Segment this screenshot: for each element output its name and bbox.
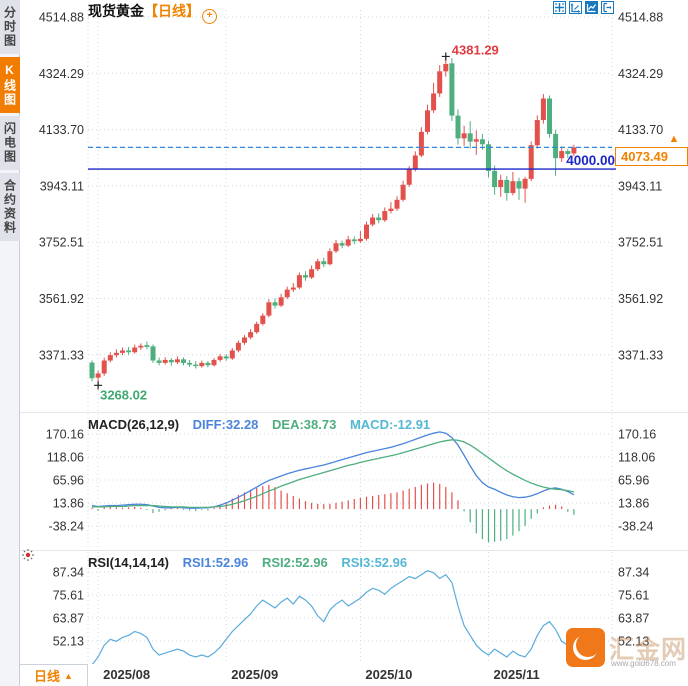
- support-line-label: 4000.00: [566, 153, 615, 168]
- last-price-badge: 4073.49: [615, 146, 688, 166]
- svg-text:4324.29: 4324.29: [39, 67, 84, 81]
- grid-layer: 87.34 87.34 75.61 75.61 63.87 63.87 52.13 52.13: [53, 552, 649, 666]
- svg-text:3752.51: 3752.51: [618, 236, 663, 250]
- period-selector[interactable]: 日线 ▲: [20, 664, 88, 686]
- period-selector-label: 日线: [34, 669, 61, 684]
- rsi-line: [91, 570, 575, 666]
- indicator-settings-icon[interactable]: [21, 548, 35, 562]
- svg-text:87.34: 87.34: [618, 566, 649, 580]
- chart-style-icon[interactable]: [585, 1, 598, 14]
- rsi1-value: RSI1:52.96: [182, 555, 249, 570]
- svg-text:63.87: 63.87: [618, 612, 649, 626]
- svg-text:87.34: 87.34: [53, 566, 84, 580]
- rsi-label: RSI(14,14,14): [88, 555, 169, 570]
- svg-text:3943.11: 3943.11: [40, 179, 84, 193]
- svg-text:3752.51: 3752.51: [39, 236, 84, 250]
- low-annotation: 3268.02: [94, 381, 147, 402]
- high-annotation: 4381.29: [441, 42, 499, 61]
- period-tag[interactable]: 【日线】: [144, 3, 200, 19]
- chart-title: 现货黄金【日线】 +: [88, 1, 217, 24]
- period-up-icon: ▲: [64, 670, 73, 681]
- candlestick-chart[interactable]: 4514.88 4514.88 4324.29 4324.29 4133.70 4133.…: [0, 10, 688, 412]
- sidebar-tab-1[interactable]: K线图: [0, 57, 20, 113]
- svg-text:-38.24: -38.24: [618, 520, 653, 534]
- panel-divider: [20, 412, 688, 413]
- svg-text:170.16: 170.16: [46, 428, 84, 442]
- grid-layer: 170.16 170.16 118.06 118.06 65.96 65.96 13.86 1…: [46, 414, 656, 550]
- candlestick-layer: [89, 56, 577, 386]
- macd-histogram: [91, 482, 575, 543]
- svg-text:3371.33: 3371.33: [618, 348, 663, 362]
- macd-chart[interactable]: 170.16 170.16 118.06 118.06 65.96 65.96 13.86 1…: [0, 414, 688, 550]
- svg-text:118.06: 118.06: [47, 451, 84, 465]
- svg-text:-38.24: -38.24: [49, 520, 84, 534]
- rsi-header: RSI(14,14,14) RSI1:52.96 RSI2:52.96 RSI3…: [88, 555, 407, 570]
- svg-text:52.13: 52.13: [53, 635, 84, 649]
- svg-text:4514.88: 4514.88: [618, 11, 663, 25]
- svg-text:13.86: 13.86: [618, 497, 649, 511]
- sidebar: 分时图 K线图闪电图合约资料: [0, 0, 20, 686]
- dea-line: [92, 439, 575, 509]
- axis-scale-icon[interactable]: [569, 1, 582, 14]
- svg-text:3561.92: 3561.92: [618, 292, 663, 306]
- symbol-name: 现货黄金: [88, 3, 144, 19]
- macd-hist-value: MACD:-12.91: [349, 417, 431, 432]
- svg-text:75.61: 75.61: [53, 589, 84, 603]
- svg-text:3943.11: 3943.11: [618, 179, 662, 193]
- svg-text:4514.88: 4514.88: [39, 11, 84, 25]
- svg-text:170.16: 170.16: [618, 428, 656, 442]
- svg-text:63.87: 63.87: [53, 612, 84, 626]
- crosshair-icon[interactable]: [553, 1, 566, 14]
- svg-text:75.61: 75.61: [618, 589, 649, 603]
- svg-text:65.96: 65.96: [53, 474, 84, 488]
- svg-text:4133.70: 4133.70: [618, 123, 663, 137]
- svg-text:65.96: 65.96: [618, 474, 649, 488]
- grid-layer: 4514.88 4514.88 4324.29 4324.29 4133.70 4133.…: [39, 10, 663, 412]
- sidebar-tab-0[interactable]: 分时图: [0, 0, 20, 54]
- panel-divider: [20, 550, 688, 551]
- svg-text:118.06: 118.06: [618, 451, 655, 465]
- macd-label: MACD(26,12,9): [88, 417, 180, 432]
- chart-toolbar: [553, 1, 614, 14]
- svg-text:4324.29: 4324.29: [618, 67, 663, 81]
- add-indicator-icon[interactable]: +: [202, 9, 217, 24]
- sidebar-tab-2[interactable]: 闪电图: [0, 116, 20, 170]
- macd-dea-value: DEA:38.73: [272, 417, 337, 432]
- svg-text:13.86: 13.86: [53, 497, 84, 511]
- svg-text:52.13: 52.13: [618, 635, 649, 649]
- macd-diff-value: DIFF:32.28: [192, 417, 259, 432]
- x-axis-label: 2025/08: [103, 667, 151, 682]
- svg-text:3561.92: 3561.92: [39, 292, 84, 306]
- diff-line: [91, 431, 575, 509]
- macd-header: MACD(26,12,9) DIFF:32.28 DEA:38.73 MACD:…: [88, 417, 430, 432]
- x-axis-strip: 日线 ▲ 2025/08 2025/09 2025/10 2025/11: [20, 664, 688, 686]
- rsi2-value: RSI2:52.96: [261, 555, 328, 570]
- x-axis-label: 2025/09: [231, 667, 279, 682]
- svg-text:4381.29: 4381.29: [452, 42, 499, 57]
- svg-text:4133.70: 4133.70: [39, 123, 84, 137]
- svg-text:3371.33: 3371.33: [39, 348, 84, 362]
- rsi-chart[interactable]: 87.34 87.34 75.61 75.61 63.87 63.87 52.13 52.13: [0, 552, 688, 666]
- svg-text:3268.02: 3268.02: [100, 387, 147, 402]
- exit-icon[interactable]: [601, 1, 614, 14]
- scroll-to-latest-icon[interactable]: ▲: [668, 133, 680, 146]
- x-axis-label: 2025/10: [365, 667, 413, 682]
- rsi3-value: RSI3:52.96: [341, 555, 408, 570]
- x-axis-label: 2025/11: [493, 667, 540, 682]
- sidebar-tab-3[interactable]: 合约资料: [0, 173, 20, 241]
